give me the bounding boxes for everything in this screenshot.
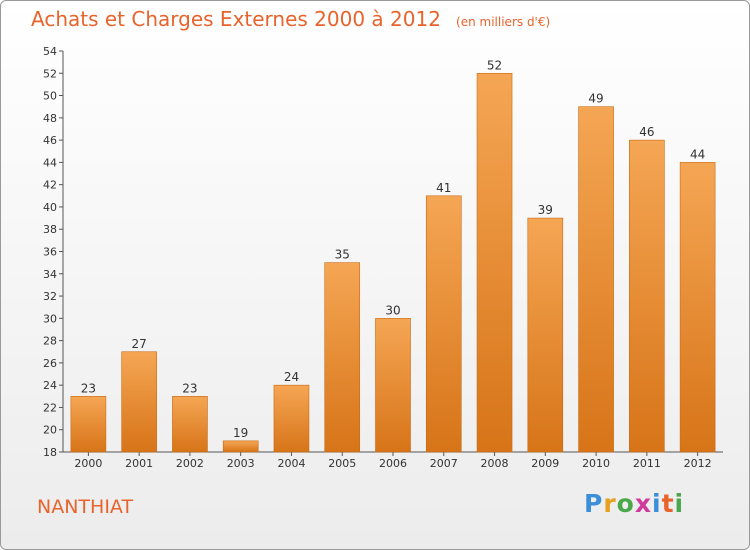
y-tick-label: 40 <box>43 201 57 214</box>
y-tick-label: 52 <box>43 67 57 80</box>
data-label-2010: 49 <box>588 92 603 106</box>
x-tick-label-2004: 2004 <box>277 457 305 470</box>
axes: 18 20 22 24 26 28 30 32 34 36 38 40 42 44 46 48 50 52 54 20… <box>43 45 723 470</box>
data-label-2011: 46 <box>639 125 654 139</box>
data-label-2003: 19 <box>233 426 248 440</box>
x-tick-label-2007: 2007 <box>430 457 458 470</box>
chart-unit: (en milliers d'€) <box>456 15 551 29</box>
logo-letter: i <box>674 489 685 518</box>
x-tick-label-2005: 2005 <box>328 457 356 470</box>
proxiti-logo: Proxiti <box>584 489 684 518</box>
x-tick-label-2003: 2003 <box>227 457 255 470</box>
y-tick-label: 22 <box>43 401 57 414</box>
bar-2002 <box>172 396 208 453</box>
y-tick-label: 50 <box>43 90 57 103</box>
data-labels: 23 27 23 19 24 35 30 41 52 39 49 46 44 <box>81 58 706 440</box>
data-label-2000: 23 <box>81 381 96 395</box>
logo-letter: t <box>661 489 675 518</box>
y-tick-label: 54 <box>43 45 57 58</box>
logo-letter: o <box>616 489 635 518</box>
bar-2007 <box>425 195 462 453</box>
bar-2004 <box>273 384 310 453</box>
data-label-2012: 44 <box>690 147 705 161</box>
y-tick-label: 30 <box>43 312 57 325</box>
data-label-2004: 24 <box>284 370 299 384</box>
x-tick-label-2009: 2009 <box>531 457 559 470</box>
y-tick-label: 42 <box>43 179 57 192</box>
y-tick-label: 36 <box>43 246 57 259</box>
y-tick-label: 24 <box>43 379 57 392</box>
bar-2009 <box>527 217 564 453</box>
logo-letter: r <box>603 489 617 518</box>
y-tick-label: 44 <box>43 156 57 169</box>
data-label-2006: 30 <box>385 303 400 317</box>
y-tick-label: 32 <box>43 290 57 303</box>
bar-2001 <box>121 351 157 453</box>
x-tick-label-2006: 2006 <box>379 457 407 470</box>
x-tick-label-2012: 2012 <box>684 457 712 470</box>
bar-2000 <box>70 396 107 453</box>
y-tick-label: 28 <box>43 335 57 348</box>
bar-2005 <box>324 262 361 453</box>
y-tick-label: 18 <box>43 446 57 459</box>
x-tick-label-2011: 2011 <box>633 457 661 470</box>
data-label-2001: 27 <box>132 337 147 351</box>
x-tick-label-2000: 2000 <box>74 457 102 470</box>
logo-letter: i <box>652 489 662 518</box>
bar-2012 <box>679 162 716 453</box>
data-label-2009: 39 <box>538 203 553 217</box>
x-tick-label-2002: 2002 <box>176 457 204 470</box>
x-tick-label-2010: 2010 <box>582 457 610 470</box>
bar-2011 <box>629 139 665 453</box>
data-label-2005: 35 <box>335 248 350 262</box>
bar-2003 <box>222 440 259 453</box>
y-tick-label: 46 <box>43 134 57 147</box>
y-tick-label: 38 <box>43 223 57 236</box>
chart-title: Achats et Charges Externes 2000 à 2012 <box>31 7 441 31</box>
y-tick-label: 48 <box>43 112 57 125</box>
logo-letter: P <box>584 489 604 518</box>
x-tick-label-2008: 2008 <box>481 457 509 470</box>
title-row: Achats et Charges Externes 2000 à 2012 (… <box>31 7 550 31</box>
x-tick-label-2001: 2001 <box>125 457 153 470</box>
bar-2008 <box>476 72 513 453</box>
data-label-2008: 52 <box>487 58 502 72</box>
bars <box>70 72 716 453</box>
y-tick-label: 34 <box>43 268 57 281</box>
data-label-2007: 41 <box>436 181 451 195</box>
y-tick-label: 20 <box>43 424 57 437</box>
logo-letter: x <box>634 489 652 518</box>
data-label-2002: 23 <box>182 381 197 395</box>
bar-2006 <box>375 318 411 453</box>
bar-2010 <box>578 106 614 453</box>
commune-name: NANTHIAT <box>37 496 134 518</box>
y-tick-label: 26 <box>43 357 57 370</box>
